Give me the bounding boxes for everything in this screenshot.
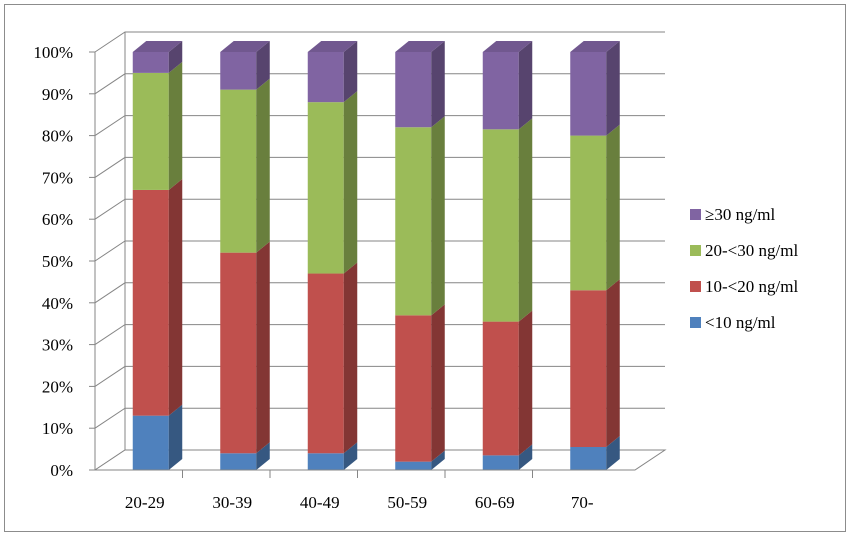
bar-60-69-series-0-front bbox=[482, 455, 519, 470]
x-tick-label: 40-49 bbox=[300, 493, 340, 512]
bar-50-59-series-3-side bbox=[431, 41, 445, 128]
bar-20-29-series-2-side bbox=[168, 61, 183, 190]
y-tick-label: 70% bbox=[42, 168, 73, 187]
bar-20-29-series-0-side bbox=[168, 404, 183, 470]
x-tick-label: 20-29 bbox=[125, 493, 165, 512]
bar-70--series-2-side bbox=[606, 124, 620, 291]
bar-40-49-series-3-front bbox=[307, 52, 344, 103]
bar-30-39-series-2-front bbox=[220, 89, 257, 253]
bar-30-39-series-0-front bbox=[220, 453, 257, 470]
legend-swatch bbox=[690, 317, 701, 328]
bar-50-59-series-2-side bbox=[431, 116, 445, 316]
bar-70--series-1-front bbox=[570, 290, 607, 448]
bar-30-39-series-1-front bbox=[220, 252, 257, 454]
bar-60-69-series-1-side bbox=[518, 310, 533, 456]
bar-30-39-series-1-side bbox=[256, 241, 270, 454]
x-tick-label: 50-59 bbox=[387, 493, 427, 512]
y-tick-label: 40% bbox=[42, 294, 73, 313]
bar-40-49-series-2-front bbox=[307, 102, 344, 274]
x-tick-label: 70- bbox=[571, 493, 594, 512]
bar-30-39-series-0-side bbox=[256, 442, 270, 470]
bar-70--series-3-front bbox=[570, 52, 607, 136]
bar-40-49-series-0-front bbox=[307, 453, 344, 470]
y-tick-label: 0% bbox=[50, 461, 73, 480]
legend-label: ≥30 ng/ml bbox=[705, 205, 776, 224]
y-tick-label: 80% bbox=[42, 127, 73, 146]
bar-40-49-series-0-side bbox=[343, 442, 358, 470]
y-tick-label: 90% bbox=[42, 85, 73, 104]
bar-20-29-series-3-front bbox=[132, 52, 169, 73]
bar-20-29-series-2-front bbox=[132, 72, 169, 190]
bar-70--series-1-side bbox=[606, 279, 620, 448]
bar-60-69-series-2-front bbox=[482, 129, 519, 322]
bar-60-69-series-3-top bbox=[482, 41, 533, 52]
legend-swatch bbox=[690, 209, 701, 220]
bar-40-49-series-1-side bbox=[343, 262, 358, 454]
bar-60-69-series-3-side bbox=[518, 41, 533, 130]
bar-50-59-series-0-front bbox=[395, 461, 432, 470]
bar-40-49-series-1-front bbox=[307, 273, 344, 454]
y-tick-label: 50% bbox=[42, 252, 73, 271]
bar-50-59-series-1-side bbox=[431, 304, 445, 462]
bar-50-59-series-2-front bbox=[395, 127, 432, 316]
legend-label: 20-<30 ng/ml bbox=[705, 241, 798, 260]
bar-70--series-3-side bbox=[606, 41, 620, 136]
x-tick-label: 60-69 bbox=[475, 493, 515, 512]
bar-50-59-series-1-front bbox=[395, 315, 432, 462]
bar-70--series-0-front bbox=[570, 447, 607, 470]
bar-30-39-series-2-side bbox=[256, 78, 270, 253]
bar-70--series-3-top bbox=[570, 41, 620, 52]
legend-swatch bbox=[690, 281, 701, 292]
x-tick-label: 30-39 bbox=[212, 493, 252, 512]
bar-70--series-2-front bbox=[570, 135, 607, 291]
bar-60-69-series-3-front bbox=[482, 52, 519, 130]
bar-60-69-series-0-side bbox=[518, 444, 533, 470]
bar-30-39-series-3-side bbox=[256, 41, 270, 90]
bar-60-69-series-1-front bbox=[482, 321, 519, 456]
bar-40-49-series-3-side bbox=[343, 41, 358, 103]
bar-50-59-series-0-side bbox=[431, 450, 445, 470]
bar-70--series-0-side bbox=[606, 436, 620, 470]
bar-50-59-series-3-front bbox=[395, 52, 432, 128]
y-tick-label: 20% bbox=[42, 377, 73, 396]
y-tick-label: 30% bbox=[42, 336, 73, 355]
bar-20-29-series-0-front bbox=[132, 415, 169, 470]
bar-20-29-series-3-side bbox=[168, 41, 183, 73]
legend-swatch bbox=[690, 245, 701, 256]
y-tick-label: 10% bbox=[42, 419, 73, 438]
bar-40-49-series-2-side bbox=[343, 91, 358, 274]
y-tick-label: 100% bbox=[33, 43, 73, 62]
bar-20-29-series-3-top bbox=[132, 41, 183, 52]
bar-50-59-series-3-top bbox=[395, 41, 445, 52]
bar-20-29-series-1-side bbox=[168, 178, 183, 416]
bar-20-29-series-1-front bbox=[132, 189, 169, 416]
legend-label: 10-<20 ng/ml bbox=[705, 277, 798, 296]
bar-40-49-series-3-top bbox=[307, 41, 358, 52]
bar-60-69-series-2-side bbox=[518, 118, 533, 322]
bar-30-39-series-3-top bbox=[220, 41, 270, 52]
y-tick-label: 60% bbox=[42, 210, 73, 229]
bar-30-39-series-3-front bbox=[220, 52, 257, 90]
legend-label: <10 ng/ml bbox=[705, 313, 776, 332]
